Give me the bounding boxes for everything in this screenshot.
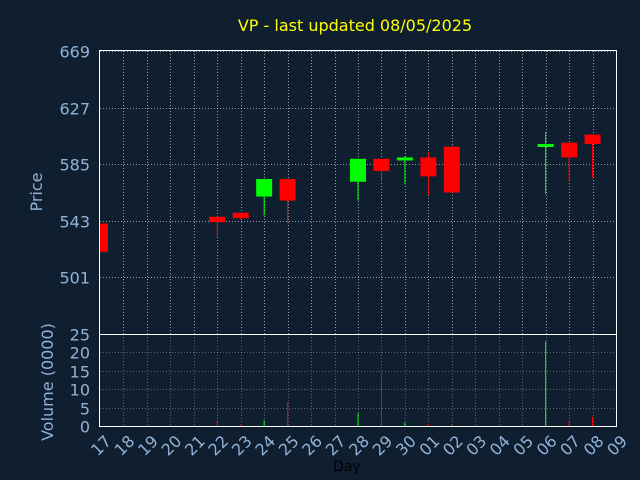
x-tick-label: 09 (603, 432, 631, 460)
candle-06 (537, 131, 554, 194)
price-y-ticks: 669 627 585 543 501 (59, 43, 90, 288)
candle-07 (561, 142, 578, 182)
volume-tick-label: 20 (70, 344, 90, 363)
chart-title: VP - last updated 08/05/2025 (238, 16, 472, 35)
price-tick-label: 585 (59, 156, 90, 175)
candle-body (232, 212, 249, 219)
volume-bar-07 (568, 420, 570, 426)
candle-02 (443, 146, 460, 194)
volume-tick-label: 0 (80, 418, 90, 437)
candle-body (256, 179, 273, 197)
candle-body (209, 216, 226, 223)
candle-body (279, 179, 296, 201)
volume-bar-24 (263, 420, 265, 426)
candle-body (537, 143, 554, 147)
candle-08 (584, 134, 601, 178)
price-tick-label: 501 (59, 269, 90, 288)
volume-tick-label: 5 (80, 400, 90, 419)
candle-01 (420, 152, 437, 196)
volume-panel-frame (99, 334, 617, 427)
candle-30 (396, 156, 413, 185)
candle-24 (256, 179, 273, 216)
candle-body (561, 142, 578, 158)
candle-body (350, 158, 366, 182)
candle-23 (232, 212, 249, 220)
volume-bar-30 (404, 422, 406, 426)
price-tick-label: 669 (59, 43, 90, 62)
candle-29 (373, 158, 390, 182)
candle-body (443, 146, 460, 193)
price-axis-label: Price (27, 172, 46, 211)
candle-body (100, 223, 108, 252)
volume-tick-label: 25 (70, 326, 90, 345)
price-tick-label: 627 (59, 100, 90, 119)
volume-bar-02 (451, 424, 453, 426)
candle-body (373, 158, 390, 171)
volume-bar-25 (287, 402, 289, 426)
candle-body (396, 157, 413, 161)
price-tick-label: 543 (59, 213, 90, 232)
candle-body (584, 134, 601, 144)
candle-25 (279, 179, 296, 224)
volume-bar-23 (240, 424, 242, 426)
volume-tick-label: 10 (70, 381, 90, 400)
volume-bar-22 (216, 420, 218, 426)
volume-grid (100, 334, 616, 427)
volume-tick-label: 15 (70, 363, 90, 382)
candle-body (420, 157, 437, 177)
volume-bar-01 (427, 424, 429, 426)
volume-bar-29 (380, 374, 382, 426)
candle-28 (350, 158, 366, 201)
volume-axis-label: Volume (0000) (38, 323, 57, 441)
volume-bar-06 (545, 341, 547, 426)
price-candles (99, 131, 601, 252)
candle-17 (99, 223, 108, 252)
volume-bar-08 (592, 416, 594, 426)
volume-bar-28 (357, 413, 359, 426)
x-axis-ticks: 1718192021222324252627282930010203040506… (87, 432, 631, 460)
volume-bars (216, 341, 594, 426)
candle-22 (209, 216, 226, 237)
x-axis-label: Day (333, 459, 361, 475)
